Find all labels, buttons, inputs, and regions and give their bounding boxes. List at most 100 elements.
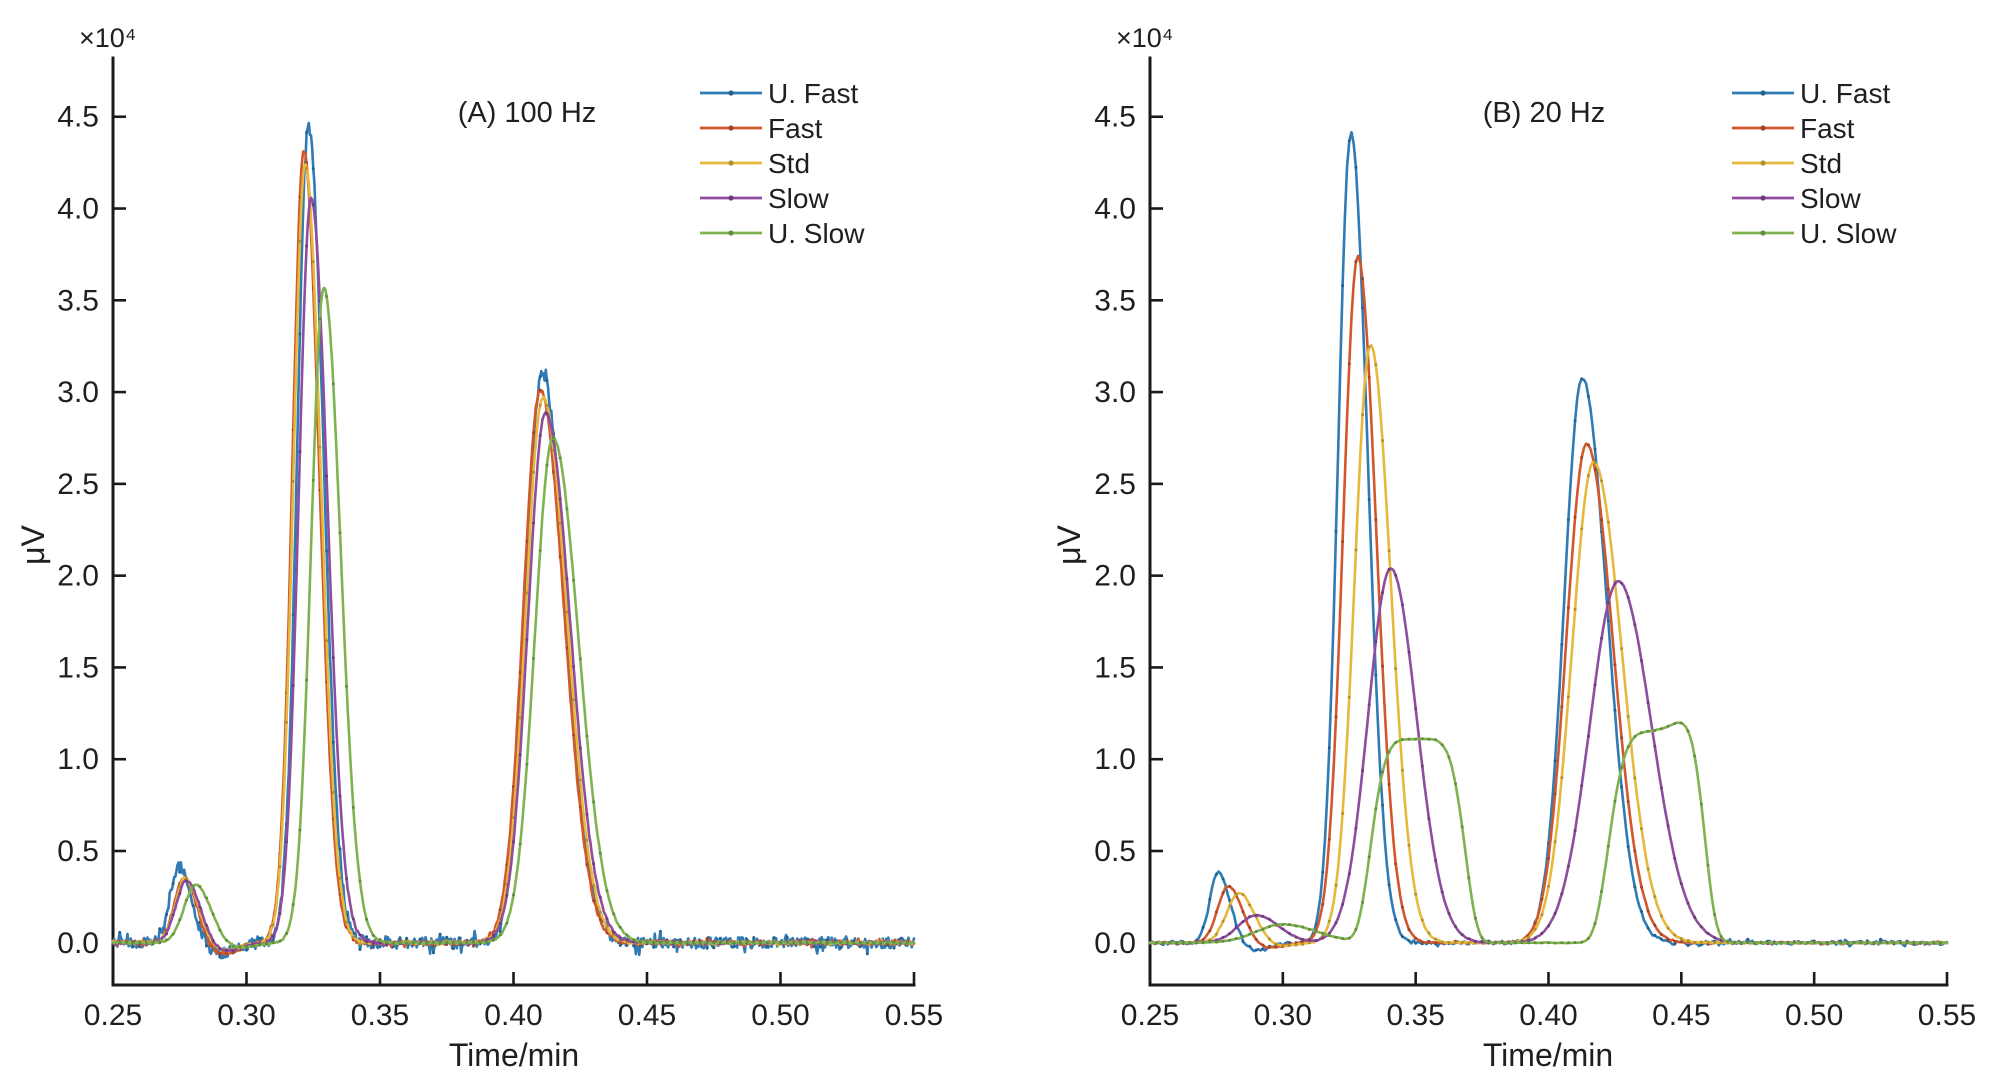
curve-marker-dot [211,912,215,916]
curve-marker-dot [1414,737,1418,741]
curve-marker-dot [1706,940,1710,944]
curve-marker-dot [1214,872,1218,876]
x-tick-label: 0.25 [84,999,142,1032]
curve-marker-dot [565,507,569,511]
curve-marker-dot [1367,855,1371,859]
curve-marker-dot [418,937,422,941]
curve-marker-dot [205,944,208,948]
curve-marker-dot [1560,776,1564,780]
curve-marker-dot [1254,938,1258,942]
curve-marker-dot [1447,755,1451,759]
curve-marker-dot [1892,941,1896,945]
x-tick-label: 0.35 [1386,999,1444,1032]
curve-marker-dot [184,898,188,902]
curve-marker-dot [1268,937,1271,941]
curve-marker-dot [1746,937,1750,941]
curve-marker-dot [138,941,142,945]
curve-marker-dot [1640,885,1643,889]
curve-marker-dot [458,936,462,940]
curve-marker-dot [1414,936,1418,940]
curve-marker-dot [265,942,268,946]
curve-marker-dot [418,941,422,945]
curve-marker-dot [1586,394,1590,398]
curve-marker-dot [1653,729,1657,732]
curve-marker-dot [518,716,522,720]
curve-marker-dot [358,948,362,951]
curve-marker-dot [1859,941,1863,945]
curve-marker-dot [1387,567,1391,571]
curve-marker-dot [1254,948,1258,952]
curve-marker-dot [191,904,195,908]
curve-marker-dot [171,932,175,936]
panel-a-100hz: 0.25 0.30 0.35 0.40 0.45 0.50 0.55 0.0 0.5 1.0 1.5… [15,23,943,1073]
curve-marker-dot [338,794,342,798]
legend-label-std: Std [768,148,810,179]
curve-marker-dot [1553,941,1557,945]
curve-marker-dot [1673,722,1677,725]
legend-marker-slow [1760,195,1766,201]
y-tick-label: 4.5 [1094,101,1136,134]
y-tick-label: 2.5 [1094,468,1136,501]
curve-marker-dot [732,941,736,945]
curve-marker-dot [1407,737,1411,741]
curve-marker-dot [1414,941,1418,945]
curve-marker-dot [759,941,762,945]
curve-marker-dot [745,940,749,944]
curve-marker-dot [351,935,355,939]
curve-marker-dot [792,941,796,945]
curve-marker-dot [1334,530,1338,533]
x-tick-label: 0.35 [351,999,409,1032]
curve-marker-dot [658,941,662,944]
curve-marker-dot [1394,573,1398,577]
curve-marker-dot [1713,941,1716,945]
curve-marker-dot [1274,923,1278,927]
curve-marker-dot [592,800,596,804]
curve-marker-dot [712,941,716,945]
curve-marker-dot [1307,941,1311,945]
curve-marker-dot [505,894,509,897]
curve-marker-dot [1566,941,1570,945]
curve-marker-dot [398,936,402,940]
curve-marker-dot [1640,659,1643,663]
curve-marker-dot [812,941,816,945]
curve-marker-dot [298,450,302,454]
curve-marker-dot [1593,447,1597,451]
curve-marker-dot [1288,944,1291,948]
curve-marker-dot [1653,895,1657,899]
y-tick-label: 2.5 [57,468,99,501]
curve-marker-dot [892,940,896,944]
curve-marker-dot [505,921,509,925]
curve-marker-dot [1666,926,1670,930]
y-tick-label: 1.5 [57,651,99,684]
curve-marker-dot [1387,549,1391,553]
curve-marker-dot [1733,940,1736,944]
curve-marker-dot [1407,843,1411,847]
curve-marker-dot [705,946,709,950]
curve-marker-dot [1666,937,1670,941]
curve-marker-dot [505,863,509,867]
curve-marker-dot [1679,937,1683,940]
curve-marker-dot [819,941,823,945]
curve-marker-dot [325,639,329,643]
curve-marker-dot [598,895,602,899]
curve-marker-dot [1706,863,1710,867]
curve-marker-dot [585,734,589,738]
curve-marker-dot [672,941,676,944]
curve-marker-dot [1400,603,1404,607]
curve-marker-dot [1181,941,1185,945]
curve-marker-dot [1885,941,1889,945]
curve-marker-dot [1573,515,1577,519]
curve-marker-dot [1606,520,1610,524]
curve-marker-dot [698,941,702,945]
curve-marker-dot [1473,916,1477,920]
curve-marker-dot [1640,731,1643,735]
curve-marker-dot [1473,939,1477,943]
curve-marker-dot [278,939,282,943]
curve-marker-dot [1626,715,1630,718]
curve-marker-dot [164,938,168,942]
curve-marker-dot [1779,941,1783,945]
curve-marker-dot [572,665,576,669]
curve-marker-dot [358,942,362,946]
curve-marker-dot [378,938,382,941]
curve-marker-dot [1334,935,1338,939]
